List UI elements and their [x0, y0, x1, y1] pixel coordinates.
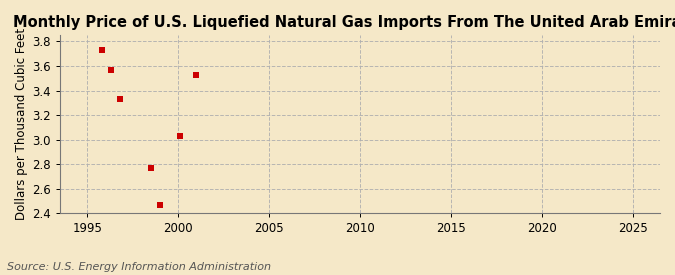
Point [145, 166, 156, 170]
Text: Source: U.S. Energy Information Administration: Source: U.S. Energy Information Administ… [7, 262, 271, 272]
Point [191, 72, 202, 77]
Y-axis label: Dollars per Thousand Cubic Feet: Dollars per Thousand Cubic Feet [15, 28, 28, 220]
Point [155, 202, 165, 207]
Point [115, 97, 126, 101]
Point [105, 67, 116, 72]
Point [175, 134, 186, 138]
Point [97, 48, 107, 52]
Title: Monthly Price of U.S. Liquefied Natural Gas Imports From The United Arab Emirate: Monthly Price of U.S. Liquefied Natural … [13, 15, 675, 30]
